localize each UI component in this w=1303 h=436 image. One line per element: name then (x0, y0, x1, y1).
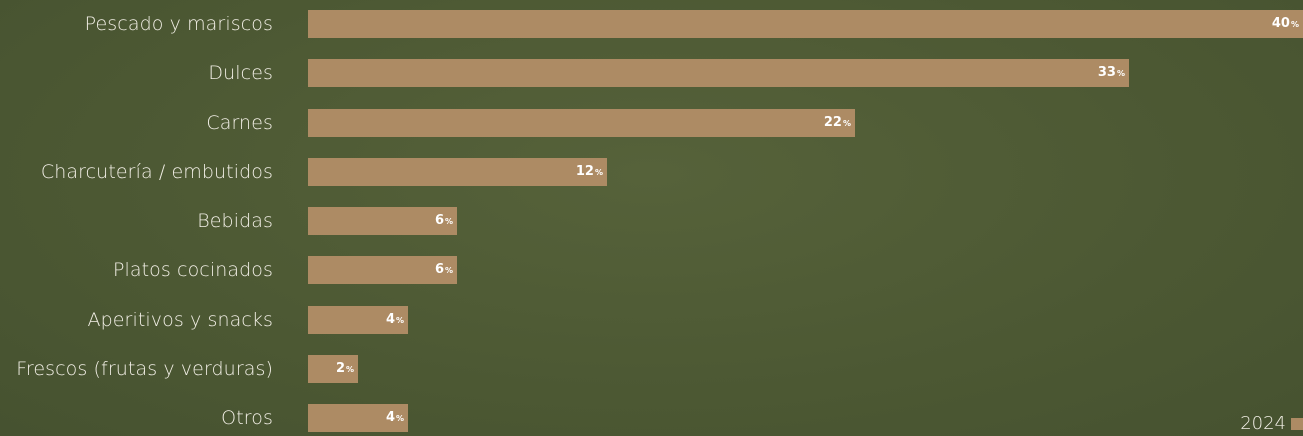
bar: 6% (308, 256, 457, 284)
category-label: Charcutería / embutidos (40, 161, 273, 183)
value-number: 33 (1097, 65, 1116, 80)
bar: 6% (308, 207, 457, 235)
bar: 2% (308, 355, 358, 383)
category-label: Carnes (206, 112, 273, 134)
value-label: 6% (435, 207, 453, 236)
legend-swatch (1291, 418, 1303, 430)
value-suffix: % (444, 217, 453, 226)
category-label: Bebidas (197, 210, 273, 232)
value-number: 4 (385, 312, 395, 327)
value-number: 12 (575, 164, 594, 179)
value-suffix: % (1116, 69, 1125, 78)
bar: 4% (308, 306, 408, 334)
value-suffix: % (395, 414, 404, 423)
value-label: 22% (824, 109, 851, 138)
value-suffix: % (1290, 20, 1299, 29)
value-label: 12% (576, 158, 603, 187)
category-label: Dulces (208, 62, 273, 84)
value-suffix: % (444, 266, 453, 275)
value-label: 33% (1098, 59, 1125, 88)
category-label: Platos cocinados (112, 259, 273, 281)
value-number: 40 (1271, 16, 1290, 31)
value-label: 4% (386, 306, 404, 335)
value-suffix: % (842, 119, 851, 128)
value-number: 4 (385, 410, 395, 425)
value-number: 6 (434, 213, 444, 228)
value-suffix: % (594, 168, 603, 177)
category-label: Frescos (frutas y verduras) (16, 358, 273, 380)
category-label: Aperitivos y snacks (87, 309, 273, 331)
legend-label: 2024 (1240, 412, 1286, 434)
value-number: 22 (823, 115, 842, 130)
bar: 12% (308, 158, 607, 186)
value-label: 2% (336, 355, 354, 384)
value-number: 6 (434, 262, 444, 277)
category-label: Otros (221, 407, 273, 429)
value-label: 6% (435, 256, 453, 285)
value-suffix: % (345, 365, 354, 374)
bar: 40% (308, 10, 1303, 38)
value-label: 40% (1272, 10, 1299, 39)
value-suffix: % (395, 316, 404, 325)
category-label: Pescado y mariscos (84, 13, 273, 35)
value-label: 4% (386, 404, 404, 433)
bar: 4% (308, 404, 408, 432)
legend: 2024 (1240, 412, 1303, 434)
bar: 22% (308, 109, 855, 137)
value-number: 2 (335, 361, 345, 376)
bar: 33% (308, 59, 1129, 87)
